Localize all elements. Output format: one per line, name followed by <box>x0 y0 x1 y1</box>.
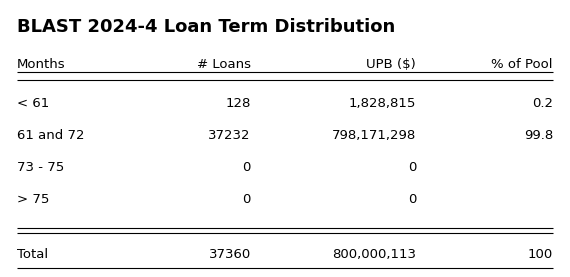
Text: 0: 0 <box>242 161 251 174</box>
Text: 1,828,815: 1,828,815 <box>349 97 416 110</box>
Text: 100: 100 <box>528 248 553 261</box>
Text: % of Pool: % of Pool <box>491 58 553 71</box>
Text: 798,171,298: 798,171,298 <box>332 129 416 142</box>
Text: < 61: < 61 <box>17 97 50 110</box>
Text: BLAST 2024-4 Loan Term Distribution: BLAST 2024-4 Loan Term Distribution <box>17 18 396 36</box>
Text: 37360: 37360 <box>209 248 251 261</box>
Text: 800,000,113: 800,000,113 <box>332 248 416 261</box>
Text: Total: Total <box>17 248 48 261</box>
Text: UPB ($): UPB ($) <box>367 58 416 71</box>
Text: 61 and 72: 61 and 72 <box>17 129 84 142</box>
Text: 0: 0 <box>408 193 416 206</box>
Text: 0.2: 0.2 <box>532 97 553 110</box>
Text: 128: 128 <box>225 97 251 110</box>
Text: 73 - 75: 73 - 75 <box>17 161 64 174</box>
Text: 37232: 37232 <box>208 129 251 142</box>
Text: 0: 0 <box>408 161 416 174</box>
Text: 99.8: 99.8 <box>524 129 553 142</box>
Text: > 75: > 75 <box>17 193 50 206</box>
Text: Months: Months <box>17 58 66 71</box>
Text: # Loans: # Loans <box>197 58 251 71</box>
Text: 0: 0 <box>242 193 251 206</box>
